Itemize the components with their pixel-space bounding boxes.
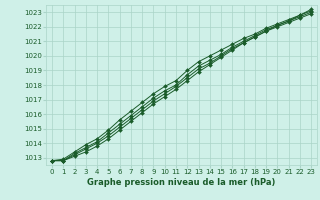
X-axis label: Graphe pression niveau de la mer (hPa): Graphe pression niveau de la mer (hPa) xyxy=(87,178,276,187)
